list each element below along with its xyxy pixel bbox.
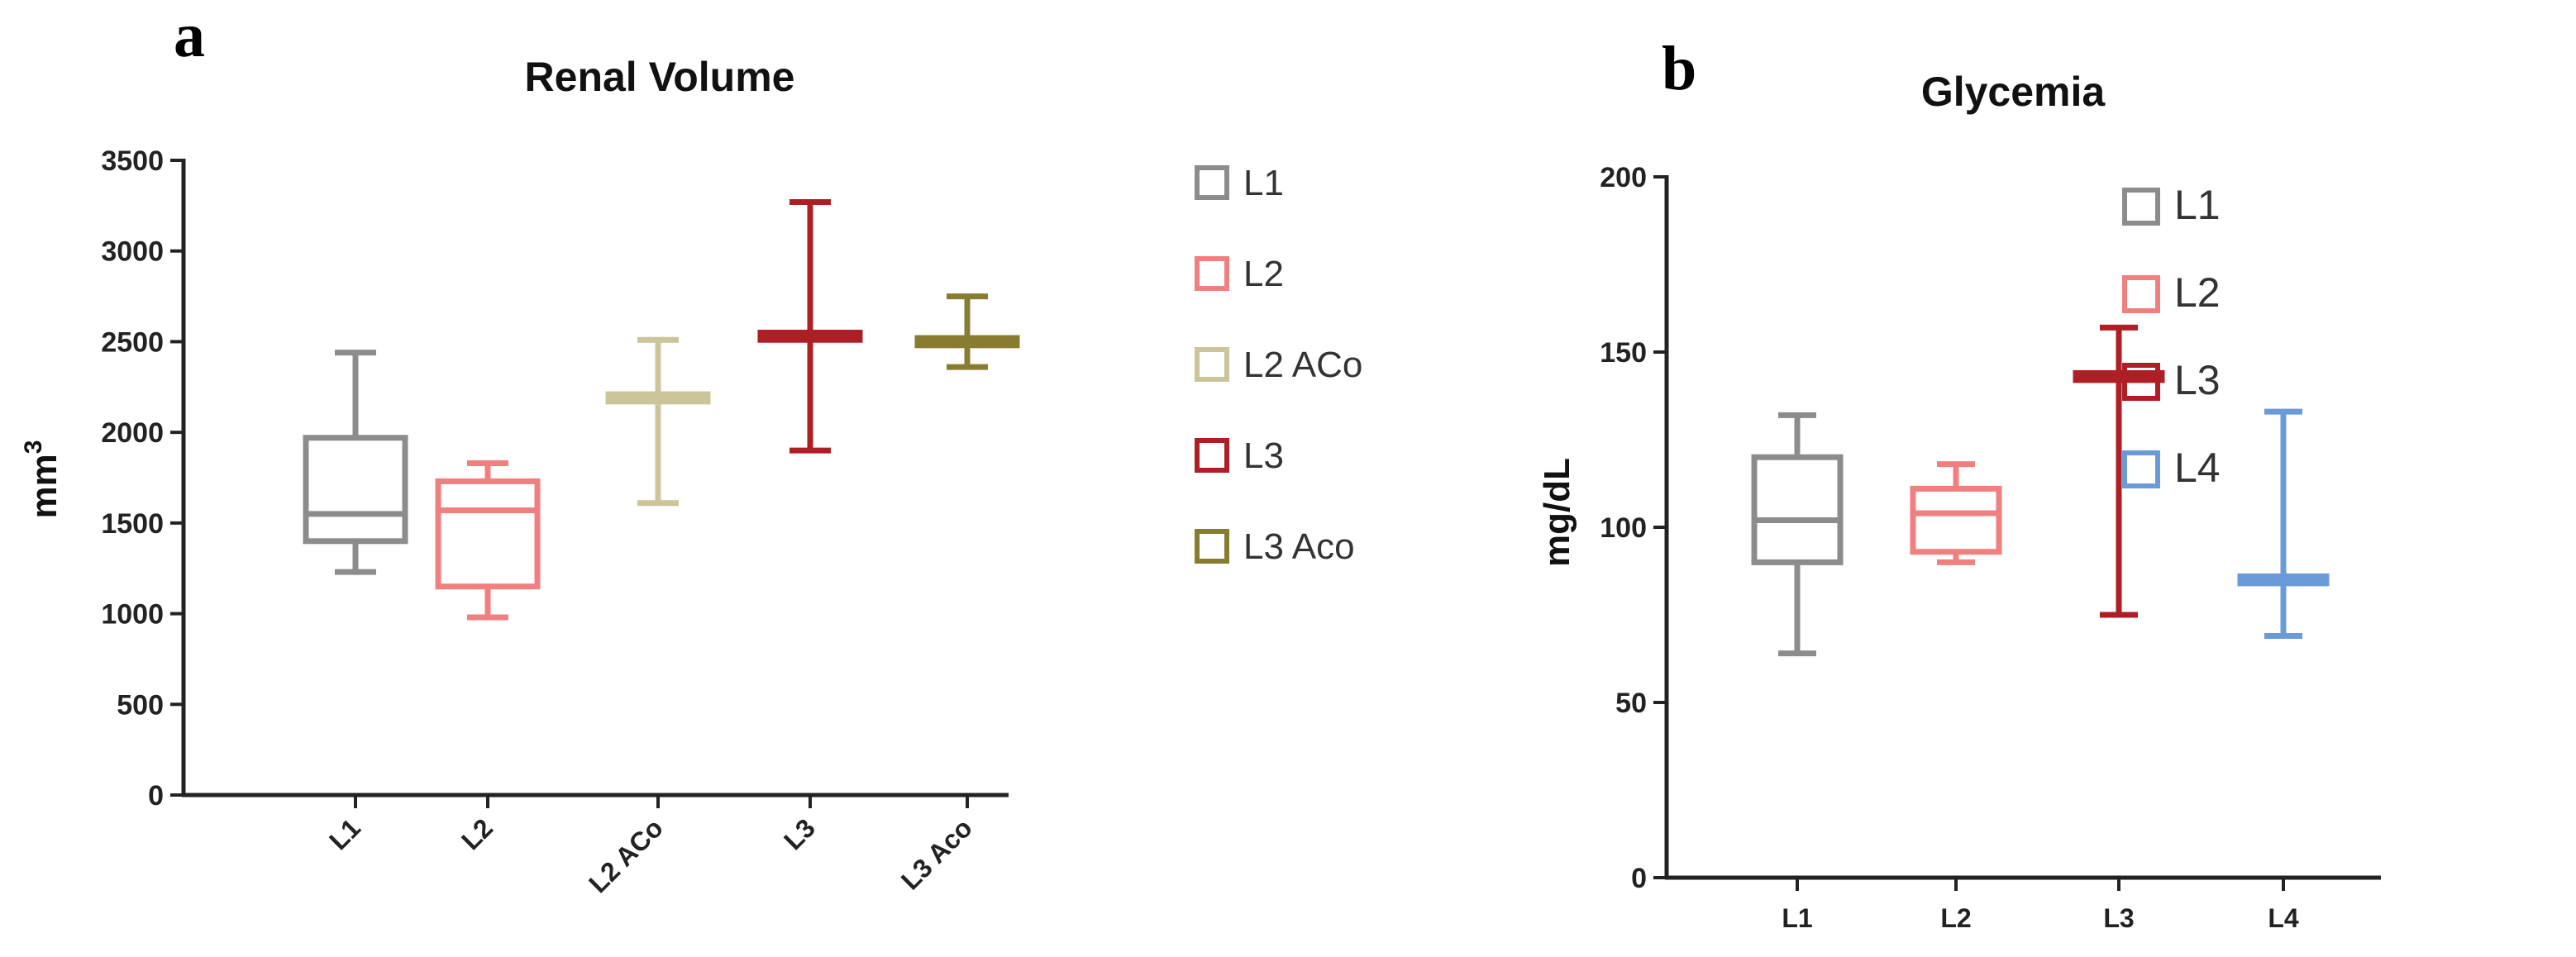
legend-swatch bbox=[2122, 275, 2160, 313]
x-tick-label: L3 bbox=[2103, 903, 2134, 933]
box-l2 bbox=[1910, 461, 2002, 565]
y-axis-label-mgdl: mg/dL bbox=[1537, 458, 1577, 567]
y-axis-label-base: mm bbox=[24, 454, 64, 518]
boxes-b bbox=[1751, 324, 2330, 657]
box-l1 bbox=[303, 350, 408, 575]
legend-swatch bbox=[1195, 347, 1229, 382]
legend-label: L2 bbox=[1243, 254, 1284, 294]
box-l3 bbox=[757, 198, 863, 454]
panel-label-b: b bbox=[1662, 34, 1696, 103]
y-tick-label: 3000 bbox=[101, 236, 164, 268]
boxes-a bbox=[303, 198, 1020, 621]
legend-label: L1 bbox=[2174, 182, 2221, 228]
y-tick-label: 2500 bbox=[101, 326, 164, 358]
legend-label: L2 ACo bbox=[1243, 345, 1362, 385]
legend-label: L3 Aco bbox=[1243, 526, 1355, 567]
x-axis-ticks-b: L1 L2 L3 L4 bbox=[1782, 878, 2299, 933]
box-l3-aco bbox=[914, 293, 1020, 370]
legend-label: L1 bbox=[1243, 163, 1284, 203]
x-axis-ticks-a: L1 L2 L2 ACo L3 L3 Aco bbox=[323, 795, 978, 898]
box-l4 bbox=[2237, 408, 2330, 639]
legend-swatch bbox=[1195, 438, 1229, 473]
y-tick-label: 500 bbox=[117, 689, 164, 721]
y-tick-label: 200 bbox=[1600, 162, 1647, 193]
y-tick-label: 0 bbox=[1631, 863, 1647, 894]
box-l2 bbox=[435, 459, 541, 621]
legend-label: L4 bbox=[2174, 445, 2221, 491]
legend-swatch bbox=[2122, 188, 2160, 226]
x-tick-label: L3 bbox=[778, 812, 821, 855]
y-tick-label: 150 bbox=[1600, 337, 1647, 369]
y-axis-ticks-b: 0 50 100 150 200 bbox=[1600, 162, 1667, 894]
y-axis-label-mm3: mm3 bbox=[20, 440, 64, 519]
y-tick-label: 1500 bbox=[101, 508, 164, 540]
box-l3 bbox=[2073, 324, 2165, 618]
y-tick-label: 100 bbox=[1600, 512, 1647, 544]
x-tick-label: L3 Aco bbox=[895, 812, 978, 895]
y-tick-label: 3500 bbox=[101, 145, 164, 177]
legend-swatch bbox=[1195, 165, 1229, 200]
panel-a-renal-volume: a Renal Volume mm3 0 500 1000 1500 2000 2500 3… bbox=[20, 1, 1362, 898]
iqr-box bbox=[435, 478, 541, 590]
y-tick-label: 0 bbox=[148, 780, 164, 812]
y-tick-label: 50 bbox=[1615, 688, 1647, 719]
legend-label: L3 bbox=[2174, 357, 2221, 403]
box-l2-aco bbox=[605, 336, 711, 507]
iqr-box bbox=[1751, 454, 1844, 565]
y-tick-label: 2000 bbox=[101, 417, 164, 449]
legend-swatch bbox=[1195, 256, 1229, 291]
legend-swatch bbox=[2122, 450, 2160, 488]
x-tick-label: L4 bbox=[2268, 903, 2299, 933]
x-tick-label: L2 bbox=[456, 812, 499, 855]
x-tick-label: L1 bbox=[1782, 903, 1812, 933]
x-tick-label: L2 ACo bbox=[583, 812, 669, 898]
legend-label: L3 bbox=[1243, 436, 1284, 476]
box-l1 bbox=[1751, 412, 1844, 657]
x-tick-label: L2 bbox=[1940, 903, 1971, 933]
chart-title-renal-volume: Renal Volume bbox=[525, 54, 795, 100]
x-tick-label: L1 bbox=[323, 812, 366, 855]
legend-label: L2 bbox=[2174, 269, 2221, 316]
iqr-box bbox=[1910, 485, 2002, 555]
legend-swatch bbox=[1195, 529, 1229, 564]
y-axis-label-superscript: 3 bbox=[20, 440, 47, 455]
iqr-box bbox=[303, 435, 408, 545]
y-tick-label: 1000 bbox=[101, 599, 164, 631]
chart-title-glycemia: Glycemia bbox=[1921, 69, 2106, 115]
legend-b: L1 L2 L3 L4 bbox=[2122, 182, 2221, 491]
panel-b-glycemia: b Glycemia mg/dL 0 50 100 150 200 L1 L2 L3 L4 L… bbox=[1537, 34, 2381, 933]
legend-swatch bbox=[2122, 363, 2160, 401]
panel-label-a: a bbox=[174, 1, 205, 70]
y-axis-ticks-a: 0 500 1000 1500 2000 2500 3000 3500 bbox=[101, 145, 184, 812]
legend-a: L1 L2 L2 ACo L3 L3 Aco bbox=[1195, 163, 1362, 567]
